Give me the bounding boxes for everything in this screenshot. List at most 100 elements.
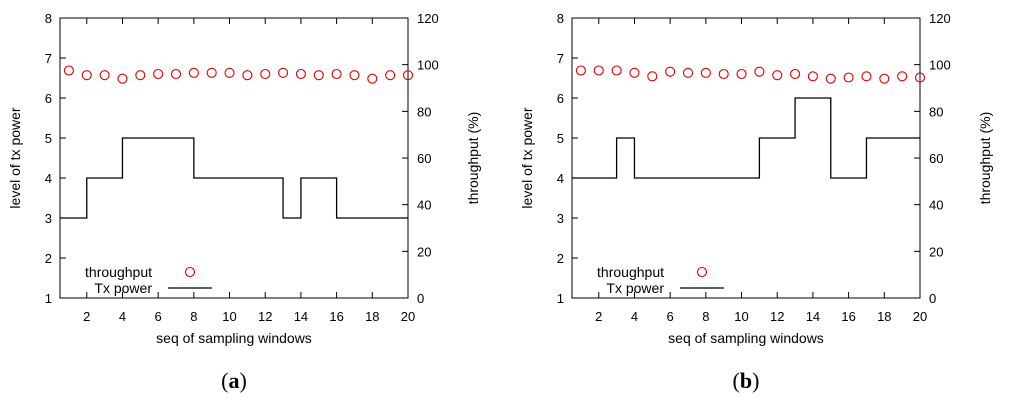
x-tick-label: 18 — [365, 309, 379, 324]
throughput-point — [188, 67, 199, 78]
panel-caption: (b) — [733, 368, 760, 393]
y2-axis-label: throughput (%) — [465, 112, 481, 205]
throughput-point — [402, 70, 414, 81]
throughput-point — [897, 71, 908, 82]
x-tick-label: 10 — [222, 309, 236, 324]
y2-tick-label: 0 — [929, 291, 936, 306]
y-tick-label: 2 — [45, 251, 52, 266]
y2-tick-label: 40 — [417, 198, 431, 213]
throughput-point — [790, 68, 801, 80]
throughput-point — [593, 65, 604, 76]
throughput-point — [385, 70, 396, 81]
y-axis-label: level of tx power — [519, 107, 535, 208]
y2-tick-label: 60 — [929, 151, 943, 166]
y2-tick-label: 80 — [929, 104, 943, 119]
throughput-point — [682, 67, 694, 78]
y2-tick-label: 60 — [417, 151, 431, 166]
throughput-point — [313, 70, 324, 81]
throughput-point — [170, 68, 182, 80]
legend-label: throughput — [85, 264, 152, 280]
legend-label: Tx power — [606, 280, 664, 296]
throughput-point — [665, 66, 676, 77]
throughput-point — [349, 70, 360, 81]
x-tick-label: 16 — [329, 309, 343, 324]
throughput-point — [135, 70, 146, 81]
panel-caption: (a) — [221, 368, 247, 393]
throughput-point — [718, 68, 729, 80]
throughput-point — [879, 73, 890, 84]
x-axis-label: seq of sampling windows — [668, 330, 824, 346]
y-tick-label: 5 — [45, 131, 52, 146]
x-tick-label: 16 — [841, 309, 855, 324]
y-tick-label: 7 — [45, 51, 52, 66]
caption-open-paren: ( — [221, 368, 228, 393]
throughput-point — [807, 71, 818, 82]
x-tick-label: 18 — [877, 309, 891, 324]
x-tick-label: 2 — [83, 309, 90, 324]
plot-frame — [571, 17, 921, 299]
y-tick-label: 5 — [557, 131, 564, 146]
throughput-point — [754, 66, 765, 77]
caption-open-paren: ( — [733, 368, 740, 393]
y2-tick-label: 20 — [929, 244, 943, 259]
caption-close-paren: ) — [240, 368, 247, 393]
x-tick-label: 20 — [913, 309, 927, 324]
plot-frame — [59, 17, 409, 299]
throughput-point — [206, 67, 217, 78]
throughput-point — [575, 65, 586, 76]
throughput-point — [647, 71, 658, 82]
x-tick-label: 4 — [119, 309, 126, 324]
y2-tick-label: 80 — [417, 104, 431, 119]
throughput-point — [153, 68, 164, 80]
caption-close-paren: ) — [752, 368, 759, 393]
series-tx-power-line — [60, 137, 408, 219]
throughput-point — [117, 73, 128, 84]
y-tick-label: 8 — [45, 11, 52, 26]
throughput-point — [331, 68, 342, 80]
y-tick-label: 1 — [557, 291, 564, 306]
throughput-point — [367, 73, 378, 84]
throughput-point — [81, 70, 92, 81]
y-tick-label: 4 — [557, 171, 564, 186]
x-tick-label: 6 — [155, 309, 162, 324]
caption-letter: a — [229, 368, 240, 393]
y-tick-label: 8 — [557, 11, 564, 26]
caption-letter: b — [740, 368, 752, 393]
throughput-point — [260, 68, 271, 80]
throughput-point — [700, 67, 711, 78]
y-tick-label: 6 — [45, 91, 52, 106]
legend-throughput-marker — [696, 266, 708, 278]
throughput-point — [242, 70, 253, 81]
y2-tick-label: 120 — [417, 11, 439, 26]
throughput-point — [861, 71, 872, 82]
legend-throughput-marker — [184, 266, 196, 278]
x-tick-label: 10 — [734, 309, 748, 324]
x-tick-label: 6 — [667, 309, 674, 324]
throughput-point — [629, 67, 640, 78]
throughput-point — [843, 72, 854, 83]
x-tick-label: 14 — [806, 309, 820, 324]
series-tx-power-line — [572, 97, 920, 179]
y2-tick-label: 100 — [929, 58, 951, 73]
x-tick-label: 2 — [595, 309, 602, 324]
throughput-point — [295, 68, 306, 80]
legend-label: throughput — [597, 264, 664, 280]
y-tick-label: 6 — [557, 91, 564, 106]
y2-tick-label: 120 — [929, 11, 951, 26]
throughput-point — [63, 65, 74, 76]
x-tick-label: 20 — [401, 309, 415, 324]
y-tick-label: 3 — [557, 211, 564, 226]
throughput-point — [772, 70, 783, 81]
throughput-point — [278, 67, 289, 78]
throughput-point — [99, 70, 110, 81]
throughput-point — [224, 67, 235, 78]
y-tick-label: 3 — [45, 211, 52, 226]
y-tick-label: 2 — [557, 251, 564, 266]
y2-tick-label: 0 — [417, 291, 424, 306]
throughput-point — [736, 68, 747, 80]
legend-label: Tx power — [94, 280, 152, 296]
x-tick-label: 12 — [770, 309, 784, 324]
y-tick-label: 1 — [45, 291, 52, 306]
x-tick-label: 8 — [702, 309, 709, 324]
